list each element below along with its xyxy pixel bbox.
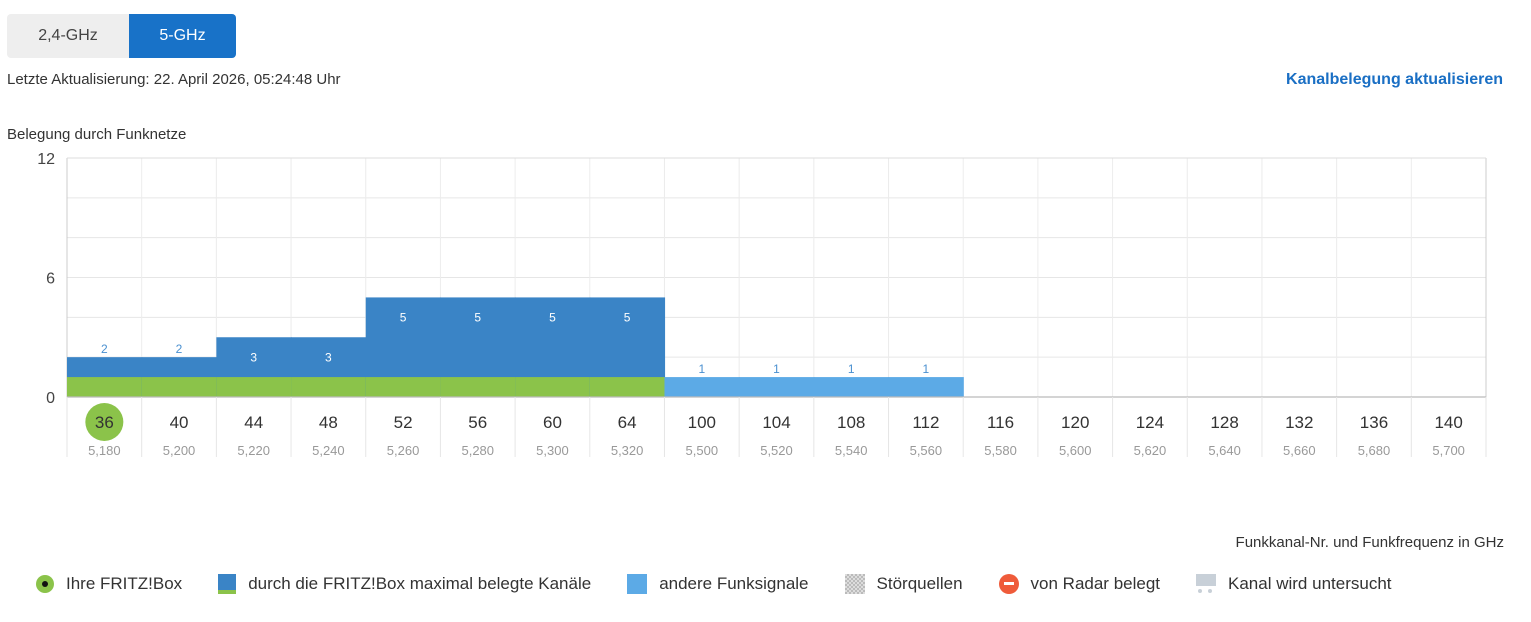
x-tick-frequency: 5,600 (1059, 443, 1092, 458)
x-tick-channel: 104 (762, 413, 790, 432)
y-tick-label: 12 (37, 151, 55, 168)
bar-own-base-ch60 (515, 377, 591, 397)
data-label: 1 (698, 362, 705, 376)
bar-own-base-ch40 (141, 377, 217, 397)
x-tick-channel: 128 (1210, 413, 1238, 432)
x-tick-channel: 36 (95, 413, 114, 432)
legend-label: andere Funksignale (659, 574, 809, 593)
legend-item-examined: Kanal wird untersucht (1196, 574, 1392, 594)
x-tick-channel: 56 (468, 413, 487, 432)
bar-own-base-ch48 (291, 377, 367, 397)
own-channels-swatch-icon (218, 574, 237, 594)
axis-note: Funkkanal-Nr. und Funkfrequenz in GHz (1235, 534, 1504, 551)
bar-own-base-ch64 (589, 377, 666, 397)
x-tick-frequency: 5,560 (910, 443, 943, 458)
bar-other-ch112 (888, 377, 964, 397)
legend: Ihre FRITZ!Box durch die FRITZ!Box maxim… (36, 574, 1428, 594)
x-tick-channel: 112 (912, 413, 939, 432)
x-tick-frequency: 5,700 (1432, 443, 1465, 458)
data-label: 1 (848, 362, 855, 376)
x-tick-frequency: 5,240 (312, 443, 345, 458)
x-tick-channel: 124 (1136, 413, 1164, 432)
x-tick-channel: 140 (1434, 413, 1462, 432)
x-tick-frequency: 5,500 (686, 443, 719, 458)
legend-item-radar: von Radar belegt (998, 574, 1161, 594)
tab-5-ghz[interactable]: 5-GHz (129, 14, 236, 58)
x-tick-channel: 100 (688, 413, 716, 432)
x-tick-channel: 60 (543, 413, 562, 432)
x-tick-frequency: 5,660 (1283, 443, 1316, 458)
bar-other-ch108 (813, 377, 890, 397)
x-tick-channel: 108 (837, 413, 865, 432)
x-tick-frequency: 5,180 (88, 443, 121, 458)
x-tick-frequency: 5,580 (984, 443, 1017, 458)
x-tick-frequency: 5,540 (835, 443, 868, 458)
data-label: 2 (101, 342, 108, 356)
y-tick-label: 0 (46, 390, 55, 407)
x-tick-frequency: 5,300 (536, 443, 569, 458)
bar-other-ch100 (664, 377, 740, 397)
legend-item-other-signals: andere Funksignale (627, 574, 809, 594)
bar-own-base-ch44 (216, 377, 292, 397)
other-signals-swatch-icon (627, 574, 648, 594)
x-tick-channel: 132 (1285, 413, 1313, 432)
x-tick-frequency: 5,260 (387, 443, 420, 458)
legend-item-interference: Störquellen (844, 574, 963, 594)
bar-own-base-ch56 (440, 377, 516, 397)
interference-pattern-icon (844, 574, 865, 594)
radar-icon (998, 574, 1019, 594)
band-tabs: 2,4-GHz 5-GHz (7, 14, 236, 58)
chart-title: Belegung durch Funknetze (7, 126, 187, 143)
data-label: 5 (400, 310, 407, 324)
bar-own-base-ch36 (67, 377, 143, 397)
legend-label: durch die FRITZ!Box maximal belegte Kanä… (248, 574, 592, 593)
x-tick-channel: 120 (1061, 413, 1089, 432)
data-label: 2 (176, 342, 183, 356)
x-tick-frequency: 5,680 (1358, 443, 1391, 458)
x-tick-channel: 136 (1360, 413, 1388, 432)
data-label: 3 (325, 350, 332, 364)
own-channel-marker (85, 403, 124, 441)
data-label: 3 (250, 350, 257, 364)
x-tick-frequency: 5,280 (461, 443, 494, 458)
last-update-text: Letzte Aktualisierung: 22. April 2026, 0… (7, 71, 341, 88)
x-tick-frequency: 5,320 (611, 443, 644, 458)
x-tick-frequency: 5,520 (760, 443, 793, 458)
x-tick-channel: 64 (618, 413, 637, 432)
own-fritzbox-dot-icon (36, 575, 54, 593)
x-tick-frequency: 5,640 (1208, 443, 1241, 458)
x-tick-channel: 52 (394, 413, 413, 432)
x-tick-frequency: 5,620 (1134, 443, 1167, 458)
data-label: 5 (474, 310, 481, 324)
legend-item-own-fritzbox: Ihre FRITZ!Box (36, 574, 182, 594)
x-tick-channel: 116 (987, 413, 1014, 432)
legend-label: Störquellen (876, 574, 963, 593)
data-label: 5 (624, 310, 631, 324)
channel-examined-icon (1196, 574, 1217, 594)
data-label: 1 (923, 362, 930, 376)
x-tick-frequency: 5,200 (163, 443, 196, 458)
x-tick-channel: 40 (170, 413, 189, 432)
bar-own-base-ch52 (365, 377, 442, 397)
x-tick-channel: 48 (319, 413, 338, 432)
x-tick-channel: 44 (244, 413, 263, 432)
legend-label: Kanal wird untersucht (1228, 574, 1392, 593)
data-label: 5 (549, 310, 556, 324)
y-tick-label: 6 (46, 271, 55, 288)
refresh-channels-link[interactable]: Kanalbelegung aktualisieren (1286, 71, 1503, 88)
legend-label: Ihre FRITZ!Box (66, 574, 183, 593)
data-label: 1 (773, 362, 780, 376)
legend-item-own-channels: durch die FRITZ!Box maximal belegte Kanä… (218, 574, 591, 594)
legend-label: von Radar belegt (1030, 574, 1161, 593)
bar-other-ch104 (739, 377, 815, 397)
x-tick-frequency: 5,220 (237, 443, 270, 458)
tab-2-4-ghz[interactable]: 2,4-GHz (7, 14, 129, 58)
